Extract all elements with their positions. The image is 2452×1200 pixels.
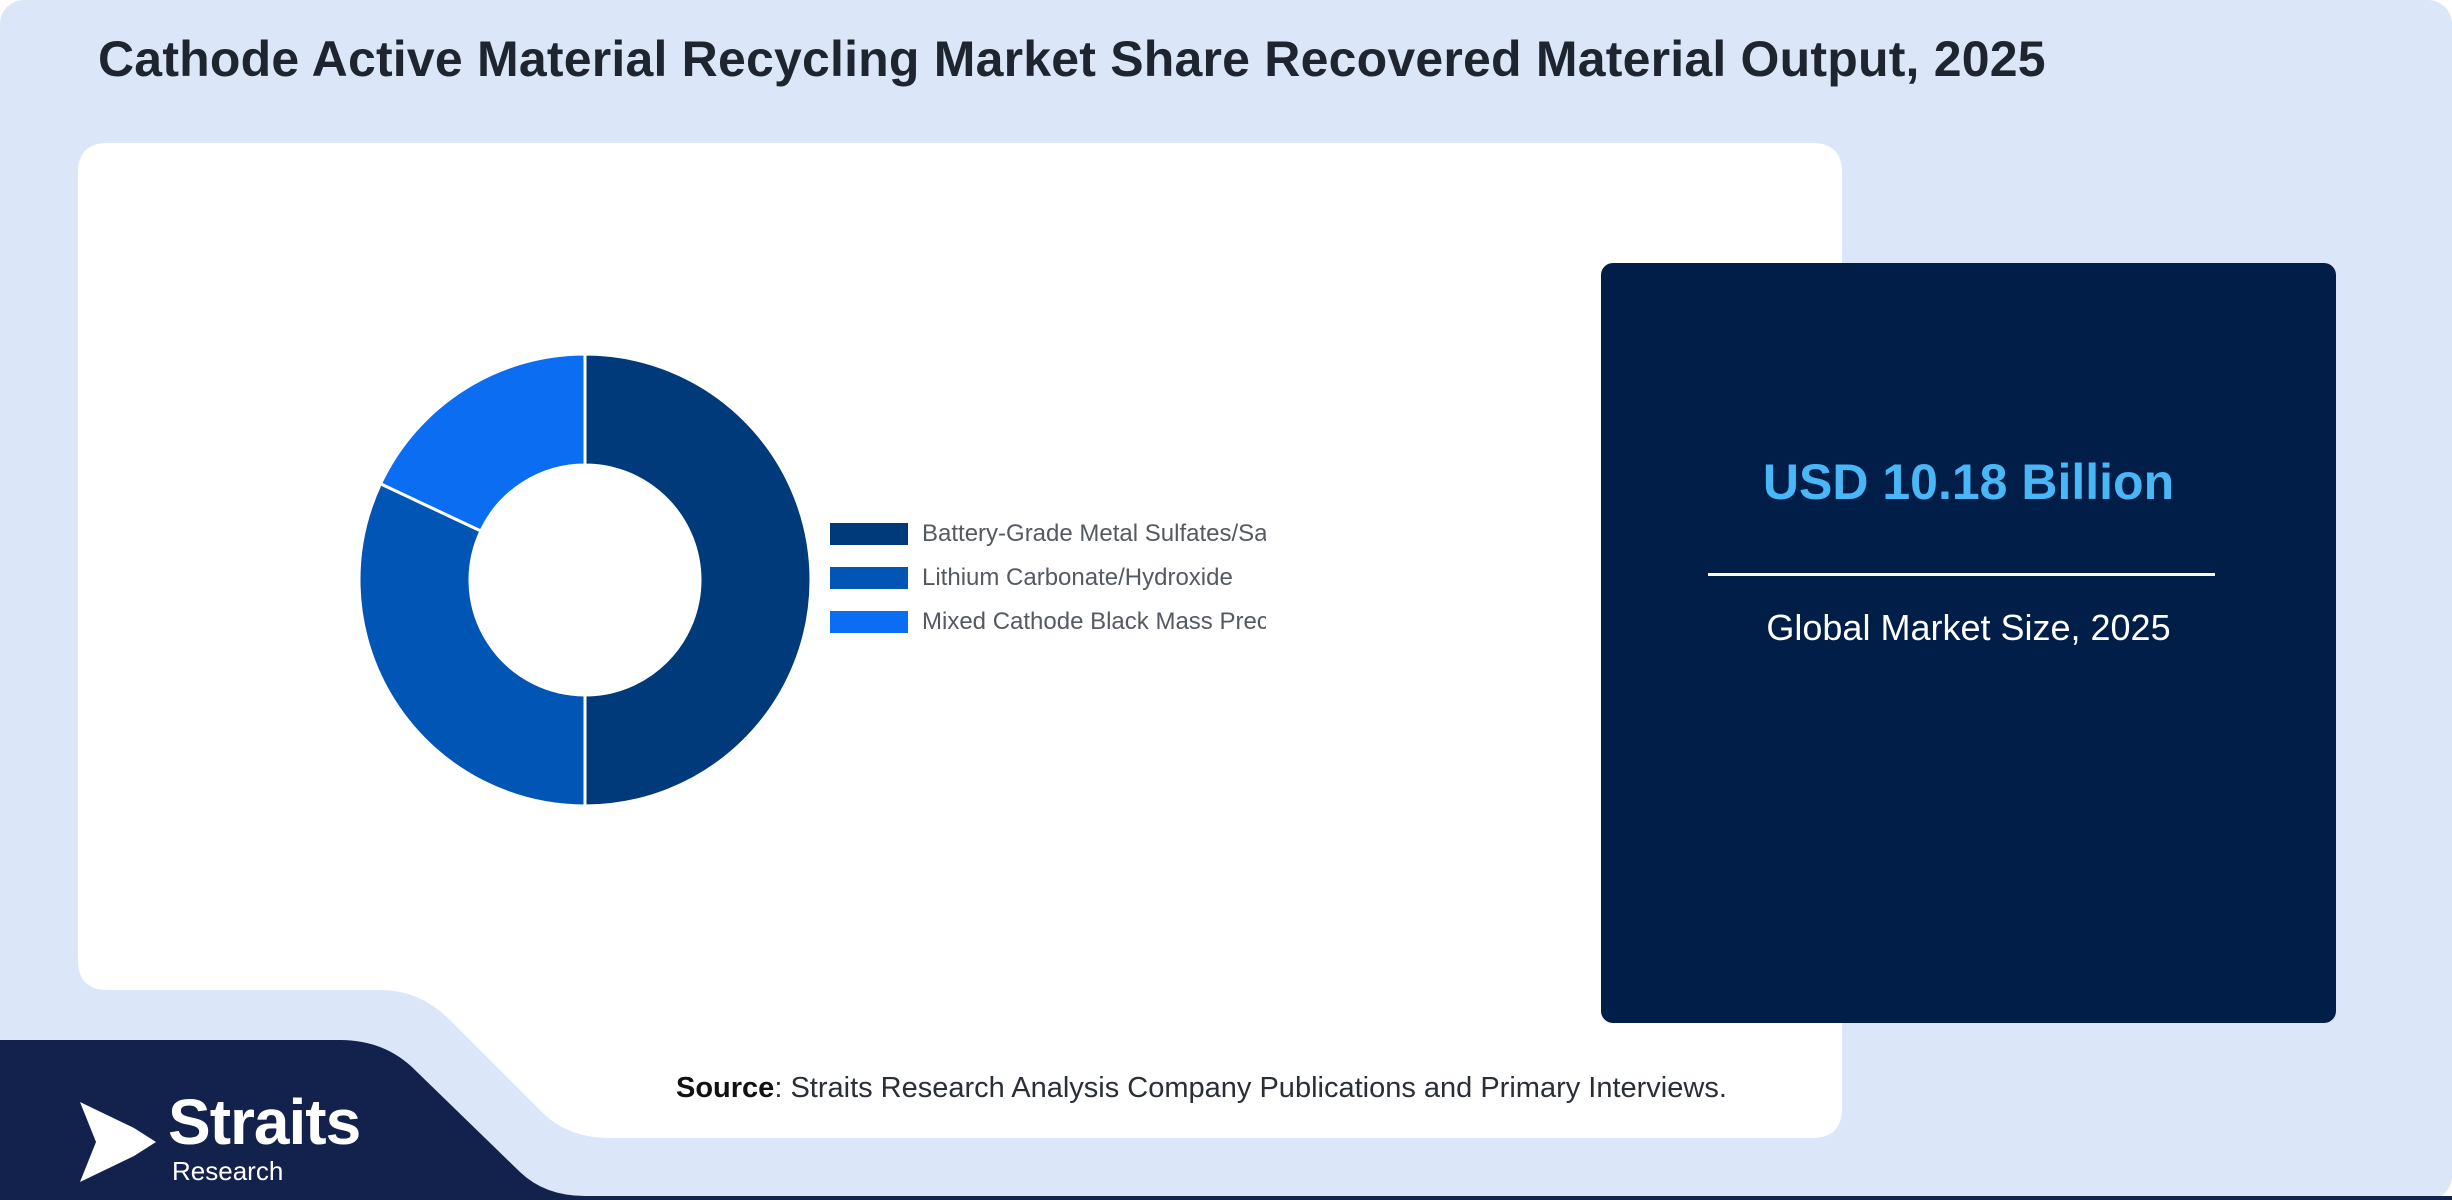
straits-logo-icon bbox=[80, 1102, 156, 1182]
logo-wordmark: Straits bbox=[168, 1086, 361, 1158]
card-divider bbox=[1708, 573, 2215, 576]
source-text: : Straits Research Analysis Company Publ… bbox=[774, 1072, 1727, 1104]
market-size-value: USD 10.18 Billion bbox=[1762, 454, 2175, 510]
legend-item-3: Mixed Cathode Black Mass Precursor bbox=[830, 604, 1266, 640]
legend-item-1: Battery-Grade Metal Sulfates/Salts bbox=[830, 516, 1266, 552]
logo-subtitle: Research bbox=[172, 1156, 284, 1186]
legend-swatch-3 bbox=[830, 611, 908, 633]
legend-label-1: Battery-Grade Metal Sulfates/Salts bbox=[922, 520, 1266, 547]
source-note: Source: Straits Research Analysis Compan… bbox=[676, 1072, 1727, 1105]
footer-band bbox=[0, 1040, 2452, 1200]
market-size-card: USD 10.18 Billion Global Market Size, 20… bbox=[1601, 263, 2336, 1023]
source-label: Source bbox=[676, 1072, 775, 1104]
legend-item-2: Lithium Carbonate/Hydroxide bbox=[830, 560, 1266, 596]
donut-slice-2 bbox=[357, 481, 587, 808]
legend-swatch-2 bbox=[830, 567, 908, 589]
legend-swatch-1 bbox=[830, 523, 908, 545]
legend-label-3: Mixed Cathode Black Mass Precursor bbox=[922, 608, 1266, 635]
donut-slice-3 bbox=[378, 352, 587, 534]
page-title: Cathode Active Material Recycling Market… bbox=[98, 31, 2046, 87]
legend-label-2: Lithium Carbonate/Hydroxide bbox=[922, 564, 1233, 591]
market-size-caption: Global Market Size, 2025 bbox=[1766, 607, 2171, 648]
donut-slice-1 bbox=[583, 352, 813, 808]
